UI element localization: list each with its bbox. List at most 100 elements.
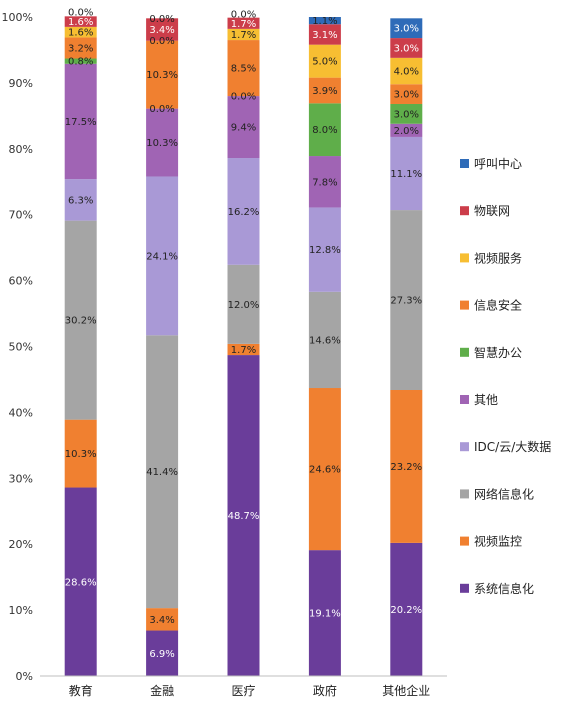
legend-swatch [460,536,469,546]
data-label: 27.3% [390,296,422,307]
legend-label: 其他 [474,393,498,407]
legend-label: 视频服务 [474,250,522,265]
legend-swatch [460,159,469,168]
bar-segment [227,28,260,41]
bar-segment [227,355,260,676]
legend-item: 智慧办公 [460,345,522,360]
data-label: 1.6% [68,17,93,28]
legend-item: 视频监控 [460,534,522,549]
x-tick-label: 医疗 [231,684,255,698]
y-tick-label: 20% [9,538,33,551]
bar-segment [308,24,341,45]
y-tick-label: 0% [16,670,33,683]
bar-stack: 19.1% 24.6% 14.6% 12.8% 7.8% 8.0% 3.9% 5.0% 3.1%… [308,16,341,676]
x-tick-label: 政府 [313,683,337,698]
legend-label: 网络信息化 [474,486,534,501]
bar-stack: 48.7%1.7%12.0%16.2%9.4%0.0%8.5%1.7%1.7%0… [227,9,260,676]
data-label: 23.2% [390,462,422,473]
legend-label: 物联网 [474,204,510,218]
data-label: 1.7% [231,19,256,30]
data-label: 28.6% [65,577,97,588]
data-label: 24.6% [309,465,341,476]
data-label: 1.6% [68,28,93,39]
bar-segment [227,96,260,159]
bar-stacks: 28.6% 10.3% 30.2% 6.3% 17.5% 0.8% 3.2% 1.6%1.6%… [64,8,423,676]
y-tick-label: 70% [9,209,33,222]
data-label: 41.4% [146,467,178,478]
bar-segment [146,176,179,336]
data-label: 0.0% [149,104,174,115]
data-label: 0.0% [149,36,174,47]
y-axis: 0% 10% 20% 30% 40% 50% 60% 70% 80% 90% 100% [2,11,33,683]
bar-segment [308,156,341,208]
bar-segment [64,179,97,221]
data-label: 0.0% [68,8,93,19]
data-label: 30.2% [65,316,97,327]
bar-segment [146,335,179,609]
data-label: 4.0% [394,67,419,78]
y-tick-label: 60% [9,275,33,288]
bar-segment [390,18,423,39]
bar-segment [390,38,423,58]
legend-label: 系统信息化 [474,581,534,596]
bar-segment [308,77,341,104]
data-label: 24.1% [146,251,178,262]
legend-item: 呼叫中心 [460,156,522,171]
legend-swatch [460,253,469,263]
data-label: 6.3% [68,195,93,206]
bar-segment [64,487,97,676]
legend-swatch [460,300,469,310]
data-label: 12.8% [309,245,341,256]
bar-segment [64,63,97,180]
data-label: 0.0% [231,92,256,103]
legend-swatch [460,206,469,216]
data-label: 3.4% [149,615,174,626]
bar-stack: 6.9%3.4%41.4%24.1%10.3%0.0%10.3%0.0%3.4%… [146,14,179,676]
bar-segment [227,264,260,344]
bar-segment [308,44,341,78]
bar-segment [146,630,179,676]
bar-segment [146,608,179,631]
legend-swatch [460,583,469,593]
data-label: 20.2% [390,605,422,616]
bar-segment [227,17,260,29]
data-label: 9.4% [231,123,256,134]
y-tick-label: 40% [9,406,33,419]
legend-swatch [460,395,469,404]
data-label: 1.1% [312,16,337,27]
x-axis: 教育 金融 医疗 政府 其他企业 [40,675,447,698]
legend-item: 信息安全 [460,298,522,313]
data-label: 1.7% [231,30,256,41]
bar-segment [308,103,341,157]
data-label: 16.2% [228,207,260,218]
y-tick-label: 10% [9,604,33,617]
bar-segment [308,17,341,25]
data-label: 3.2% [68,43,93,54]
bar-segment [390,57,423,85]
legend-swatch [460,442,469,452]
bar-segment [227,158,260,265]
bar-segment [390,123,423,137]
data-label: 3.0% [394,109,419,120]
bar-segment [390,103,423,124]
data-label: 8.5% [231,64,256,75]
legend-label: 智慧办公 [474,345,522,360]
legend-label: 视频监控 [474,534,522,549]
bar-segment [390,84,423,104]
bar-stack: 20.2% 23.2% 27.3% 11.1% 2.0% 3.0% 3.0% 4.0% 3.0%… [390,18,423,676]
bar-stack: 28.6% 10.3% 30.2% 6.3% 17.5% 0.8% 3.2% 1.6%1.6%… [64,8,97,676]
data-label: 3.0% [394,43,419,54]
data-label: 10.3% [146,138,178,149]
legend-item: 网络信息化 [460,486,534,501]
legend-label: IDC/云/大数据 [474,439,551,454]
y-tick-label: 80% [9,143,33,156]
data-label: 12.0% [228,300,260,311]
bar-segment [64,220,97,420]
x-tick-label: 教育 [69,683,93,698]
data-label: 3.0% [394,90,419,101]
x-tick-label: 其他企业 [382,683,430,698]
data-label: 6.9% [149,649,174,660]
data-label: 0.0% [231,9,256,20]
bar-segment [390,389,423,543]
